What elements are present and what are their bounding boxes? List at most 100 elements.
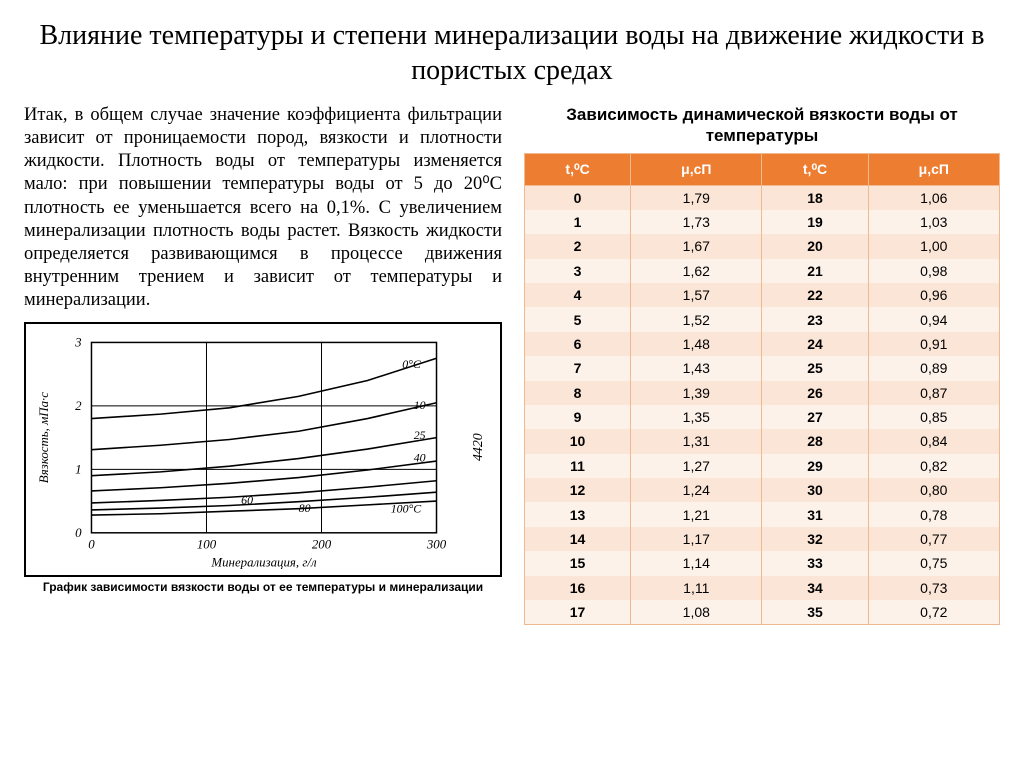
table-cell: 0,80 bbox=[868, 478, 999, 502]
table-cell: 32 bbox=[762, 527, 868, 551]
table-cell: 21 bbox=[762, 259, 868, 283]
table-cell: 0,78 bbox=[868, 502, 999, 526]
table-cell: 29 bbox=[762, 454, 868, 478]
table-cell: 0,89 bbox=[868, 356, 999, 380]
table-cell: 23 bbox=[762, 307, 868, 331]
table-cell: 14 bbox=[525, 527, 631, 551]
table-cell: 17 bbox=[525, 600, 631, 625]
table-cell: 1,31 bbox=[631, 429, 762, 453]
table-cell: 33 bbox=[762, 551, 868, 575]
table-header-cell: μ,сП bbox=[631, 153, 762, 185]
table-cell: 0,72 bbox=[868, 600, 999, 625]
table-cell: 1,48 bbox=[631, 332, 762, 356]
table-row: 111,27290,82 bbox=[525, 454, 1000, 478]
table-header-row: t,⁰Сμ,сПt,⁰Сμ,сП bbox=[525, 153, 1000, 185]
table-cell: 20 bbox=[762, 234, 868, 258]
svg-text:0: 0 bbox=[88, 538, 95, 552]
svg-text:4420: 4420 bbox=[471, 433, 486, 461]
table-cell: 0,73 bbox=[868, 576, 999, 600]
table-row: 61,48240,91 bbox=[525, 332, 1000, 356]
table-row: 31,62210,98 bbox=[525, 259, 1000, 283]
table-row: 41,57220,96 bbox=[525, 283, 1000, 307]
table-cell: 1,21 bbox=[631, 502, 762, 526]
table-cell: 2 bbox=[525, 234, 631, 258]
table-row: 131,21310,78 bbox=[525, 502, 1000, 526]
table-row: 71,43250,89 bbox=[525, 356, 1000, 380]
table-cell: 25 bbox=[762, 356, 868, 380]
table-cell: 7 bbox=[525, 356, 631, 380]
table-cell: 0,91 bbox=[868, 332, 999, 356]
svg-text:0°C: 0°C bbox=[402, 357, 422, 371]
table-row: 121,24300,80 bbox=[525, 478, 1000, 502]
table-cell: 1,52 bbox=[631, 307, 762, 331]
table-cell: 1,35 bbox=[631, 405, 762, 429]
table-cell: 1,11 bbox=[631, 576, 762, 600]
table-cell: 0,82 bbox=[868, 454, 999, 478]
chart-caption: График зависимости вязкости воды от ее т… bbox=[24, 580, 502, 595]
table-cell: 13 bbox=[525, 502, 631, 526]
table-row: 161,11340,73 bbox=[525, 576, 1000, 600]
svg-text:100°C: 100°C bbox=[391, 502, 423, 516]
table-body: 01,79181,0611,73191,0321,67201,0031,6221… bbox=[525, 185, 1000, 625]
table-title: Зависимость динамической вязкости воды о… bbox=[524, 104, 1000, 147]
svg-text:25: 25 bbox=[414, 428, 426, 442]
table-cell: 18 bbox=[762, 185, 868, 210]
table-cell: 0,98 bbox=[868, 259, 999, 283]
page-title: Влияние температуры и степени минерализа… bbox=[24, 18, 1000, 88]
table-row: 51,52230,94 bbox=[525, 307, 1000, 331]
chart-svg: 01002003000123Минерализация, г/лВязкость… bbox=[30, 330, 496, 573]
table-row: 101,31280,84 bbox=[525, 429, 1000, 453]
table-cell: 1,67 bbox=[631, 234, 762, 258]
table-cell: 0,84 bbox=[868, 429, 999, 453]
table-cell: 1,73 bbox=[631, 210, 762, 234]
svg-text:3: 3 bbox=[74, 336, 81, 350]
svg-text:300: 300 bbox=[426, 538, 447, 552]
table-cell: 1,57 bbox=[631, 283, 762, 307]
table-cell: 1,08 bbox=[631, 600, 762, 625]
svg-text:Вязкость, мПа·с: Вязкость, мПа·с bbox=[37, 392, 51, 483]
table-cell: 8 bbox=[525, 381, 631, 405]
table-cell: 34 bbox=[762, 576, 868, 600]
svg-text:2: 2 bbox=[75, 399, 82, 413]
table-cell: 6 bbox=[525, 332, 631, 356]
table-cell: 0,96 bbox=[868, 283, 999, 307]
table-row: 21,67201,00 bbox=[525, 234, 1000, 258]
table-cell: 24 bbox=[762, 332, 868, 356]
svg-text:1: 1 bbox=[75, 462, 81, 476]
table-cell: 27 bbox=[762, 405, 868, 429]
table-cell: 28 bbox=[762, 429, 868, 453]
table-cell: 1,62 bbox=[631, 259, 762, 283]
svg-text:100: 100 bbox=[197, 538, 217, 552]
table-cell: 22 bbox=[762, 283, 868, 307]
viscosity-table: t,⁰Сμ,сПt,⁰Сμ,сП 01,79181,0611,73191,032… bbox=[524, 153, 1000, 626]
table-header-cell: t,⁰С bbox=[762, 153, 868, 185]
table-cell: 12 bbox=[525, 478, 631, 502]
table-cell: 1,00 bbox=[868, 234, 999, 258]
viscosity-chart: 01002003000123Минерализация, г/лВязкость… bbox=[24, 322, 502, 577]
content-area: Итак, в общем случае значение коэффициен… bbox=[24, 104, 1000, 625]
table-cell: 1 bbox=[525, 210, 631, 234]
svg-text:Минерализация, г/л: Минерализация, г/л bbox=[210, 556, 317, 570]
table-row: 01,79181,06 bbox=[525, 185, 1000, 210]
table-row: 141,17320,77 bbox=[525, 527, 1000, 551]
table-cell: 19 bbox=[762, 210, 868, 234]
table-header-cell: t,⁰С bbox=[525, 153, 631, 185]
table-cell: 1,27 bbox=[631, 454, 762, 478]
table-cell: 1,14 bbox=[631, 551, 762, 575]
table-cell: 1,03 bbox=[868, 210, 999, 234]
table-cell: 0,75 bbox=[868, 551, 999, 575]
table-row: 151,14330,75 bbox=[525, 551, 1000, 575]
table-cell: 1,24 bbox=[631, 478, 762, 502]
table-row: 91,35270,85 bbox=[525, 405, 1000, 429]
table-cell: 0,77 bbox=[868, 527, 999, 551]
table-cell: 0,94 bbox=[868, 307, 999, 331]
table-cell: 35 bbox=[762, 600, 868, 625]
svg-text:200: 200 bbox=[312, 538, 332, 552]
table-row: 81,39260,87 bbox=[525, 381, 1000, 405]
table-cell: 3 bbox=[525, 259, 631, 283]
svg-text:10: 10 bbox=[414, 398, 426, 412]
table-cell: 26 bbox=[762, 381, 868, 405]
table-cell: 4 bbox=[525, 283, 631, 307]
table-cell: 11 bbox=[525, 454, 631, 478]
table-cell: 30 bbox=[762, 478, 868, 502]
